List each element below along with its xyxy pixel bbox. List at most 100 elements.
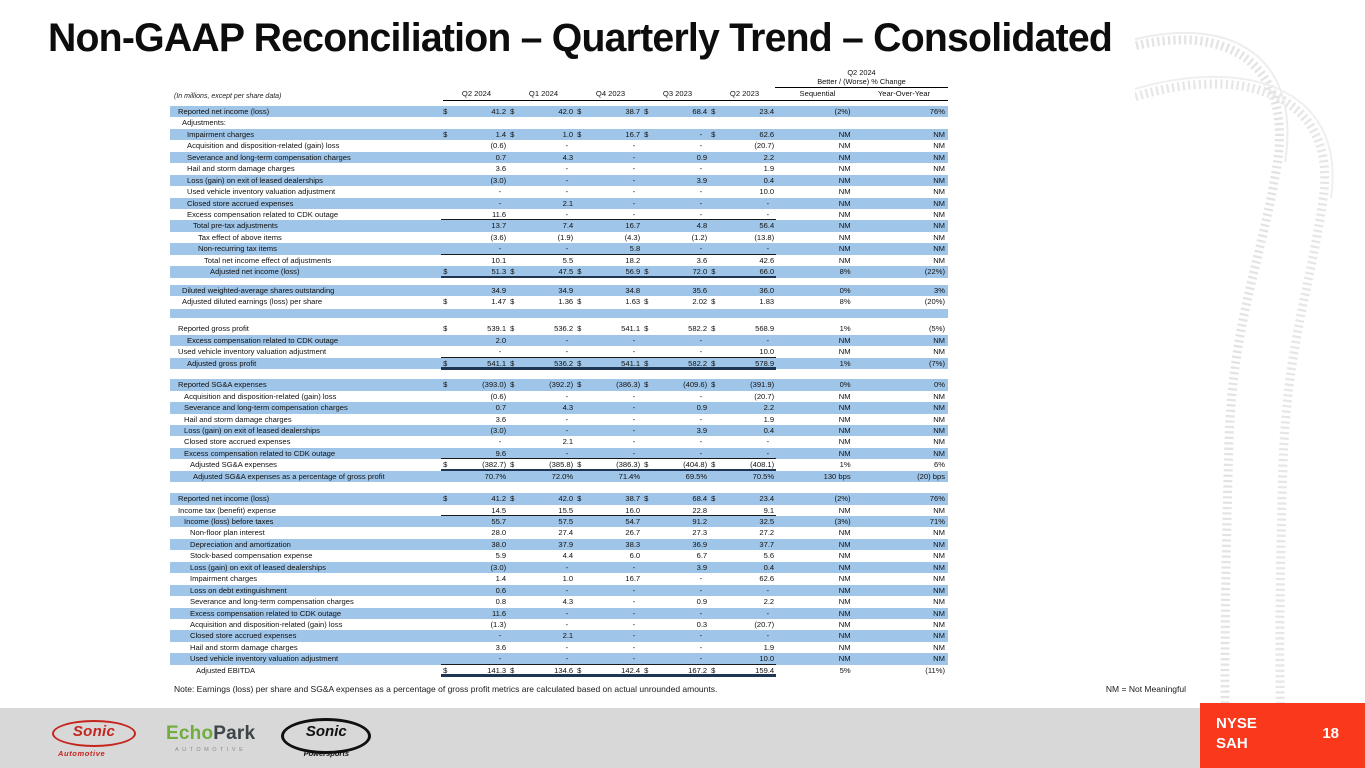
row-label: Loss on debt extinguishment [190, 585, 287, 595]
sequential-change: NM [838, 209, 851, 219]
value-cell: $1.0 [508, 129, 575, 140]
value: 38.7 [625, 107, 641, 116]
row-values: 3.6 - - - 1.9 [441, 163, 776, 174]
dollar-sign [709, 516, 722, 527]
value-cell: - [642, 653, 709, 664]
dollar-sign [575, 653, 588, 664]
value: 1.4 [495, 574, 507, 584]
value: 3.9 [696, 425, 708, 435]
value-cell: - [642, 243, 709, 254]
row-label: Stock-based compensation expense [190, 551, 313, 561]
value-cell: 10.0 [709, 346, 776, 357]
value: - [632, 585, 636, 595]
dollar-sign [575, 220, 588, 231]
dollar-sign [508, 186, 521, 197]
value-cell: 22.8 [642, 505, 709, 516]
dollar-sign [709, 209, 722, 220]
value-cell: - [441, 186, 508, 197]
value: - [766, 437, 770, 447]
value-cell: - [441, 198, 508, 209]
value-cell: 2.2 [709, 152, 776, 163]
table-row: Total net income effect of adjustments 10… [170, 255, 948, 266]
dollar-sign [642, 630, 655, 641]
value: 1.47 [491, 297, 507, 306]
value: 42.6 [759, 255, 775, 265]
yoy-change: NM [933, 209, 945, 219]
value-cell: 34.9 [508, 285, 575, 296]
row-label: Impairment charges [187, 129, 255, 139]
dollar-sign [575, 539, 588, 550]
value: 37.9 [558, 539, 574, 549]
dollar-sign [709, 436, 722, 447]
nyse-ticker-badge: NYSE SAH 18 [1200, 703, 1365, 768]
dollar-sign [709, 642, 722, 653]
sequential-change: (2%) [834, 107, 851, 116]
value-cell: 55.7 [441, 516, 508, 527]
yoy-change: NM [933, 187, 945, 197]
logo-text: Sonic [305, 723, 347, 740]
dollar-sign [508, 653, 521, 664]
row-label: Excess compensation related to CDK outag… [187, 209, 339, 219]
value-cell: 13.7 [441, 220, 508, 231]
value: 55.7 [491, 517, 507, 526]
dollar-sign [508, 255, 521, 266]
dollar-sign [508, 152, 521, 163]
value-cell: (3.0) [441, 562, 508, 573]
value: 5.9 [495, 551, 507, 561]
value: 70.5% [752, 471, 775, 481]
value-cell: - [508, 175, 575, 186]
sonic-automotive-logo: Sonic Automotive [50, 715, 142, 761]
sequential-change: 0% [839, 285, 851, 295]
dollar-sign: $ [510, 665, 515, 675]
dollar-sign [642, 335, 655, 346]
value-cell: (13.8) [709, 232, 776, 243]
value-cell: - [642, 140, 709, 151]
row-label: Adjusted SG&A expenses [190, 460, 277, 470]
dollar-sign [642, 152, 655, 163]
value: 13.7 [491, 221, 507, 231]
dollar-sign: $ [711, 460, 716, 470]
value-cell: - [709, 448, 776, 459]
dollar-sign [441, 209, 454, 220]
dollar-sign [575, 630, 588, 641]
value-cell: 0.9 [642, 152, 709, 163]
dollar-sign [508, 243, 521, 254]
value-cell: 34.9 [441, 285, 508, 296]
value: - [565, 209, 569, 219]
change-header-block: Q2 2024 Better / (Worse) % Change Sequen… [775, 68, 948, 101]
value-cell: 72.0% [508, 471, 575, 482]
value-cell: (1.2) [642, 232, 709, 243]
dollar-sign: $ [510, 324, 515, 334]
value-cell: - [575, 402, 642, 413]
value: (1.9) [557, 232, 574, 242]
column-header-yoy: Year-Over-Year [877, 89, 931, 98]
dollar-sign [709, 619, 722, 630]
logo-subtext: AUTOMOTIVE [175, 747, 247, 753]
sequential-change: NM [838, 187, 851, 197]
dollar-sign [441, 346, 454, 357]
column-header: Q4 2023 [595, 89, 626, 98]
dollar-sign [575, 391, 588, 402]
value: 10.0 [759, 187, 775, 197]
row-values: $541.1 $536.2 $541.1 $582.2 $578.9 [441, 358, 777, 371]
row-label: Reported SG&A expenses [178, 380, 267, 390]
value: 582.2 [688, 358, 708, 368]
value-cell: $ (404.8) [642, 459, 709, 470]
value: - [632, 425, 636, 435]
row-label: Closed store accrued expenses [184, 437, 291, 447]
sequential-change: 8% [839, 267, 851, 277]
value-cell: $23.4 [709, 106, 776, 117]
dollar-sign [642, 391, 655, 402]
value: 2.2 [763, 597, 775, 607]
value-cell: - [575, 163, 642, 174]
value-cell: (20.7) [709, 140, 776, 151]
value: - [766, 608, 770, 618]
value: (1.2) [691, 232, 708, 242]
value-cell: - [508, 619, 575, 630]
value-cell: 42.6 [709, 255, 776, 266]
row-values: $1.4 $1.0 $16.7 $ - $62.6 [441, 129, 776, 140]
value: 539.1 [487, 324, 507, 334]
dollar-sign [709, 550, 722, 561]
value-cell: 3.6 [441, 163, 508, 174]
sequential-change: NM [838, 654, 851, 664]
